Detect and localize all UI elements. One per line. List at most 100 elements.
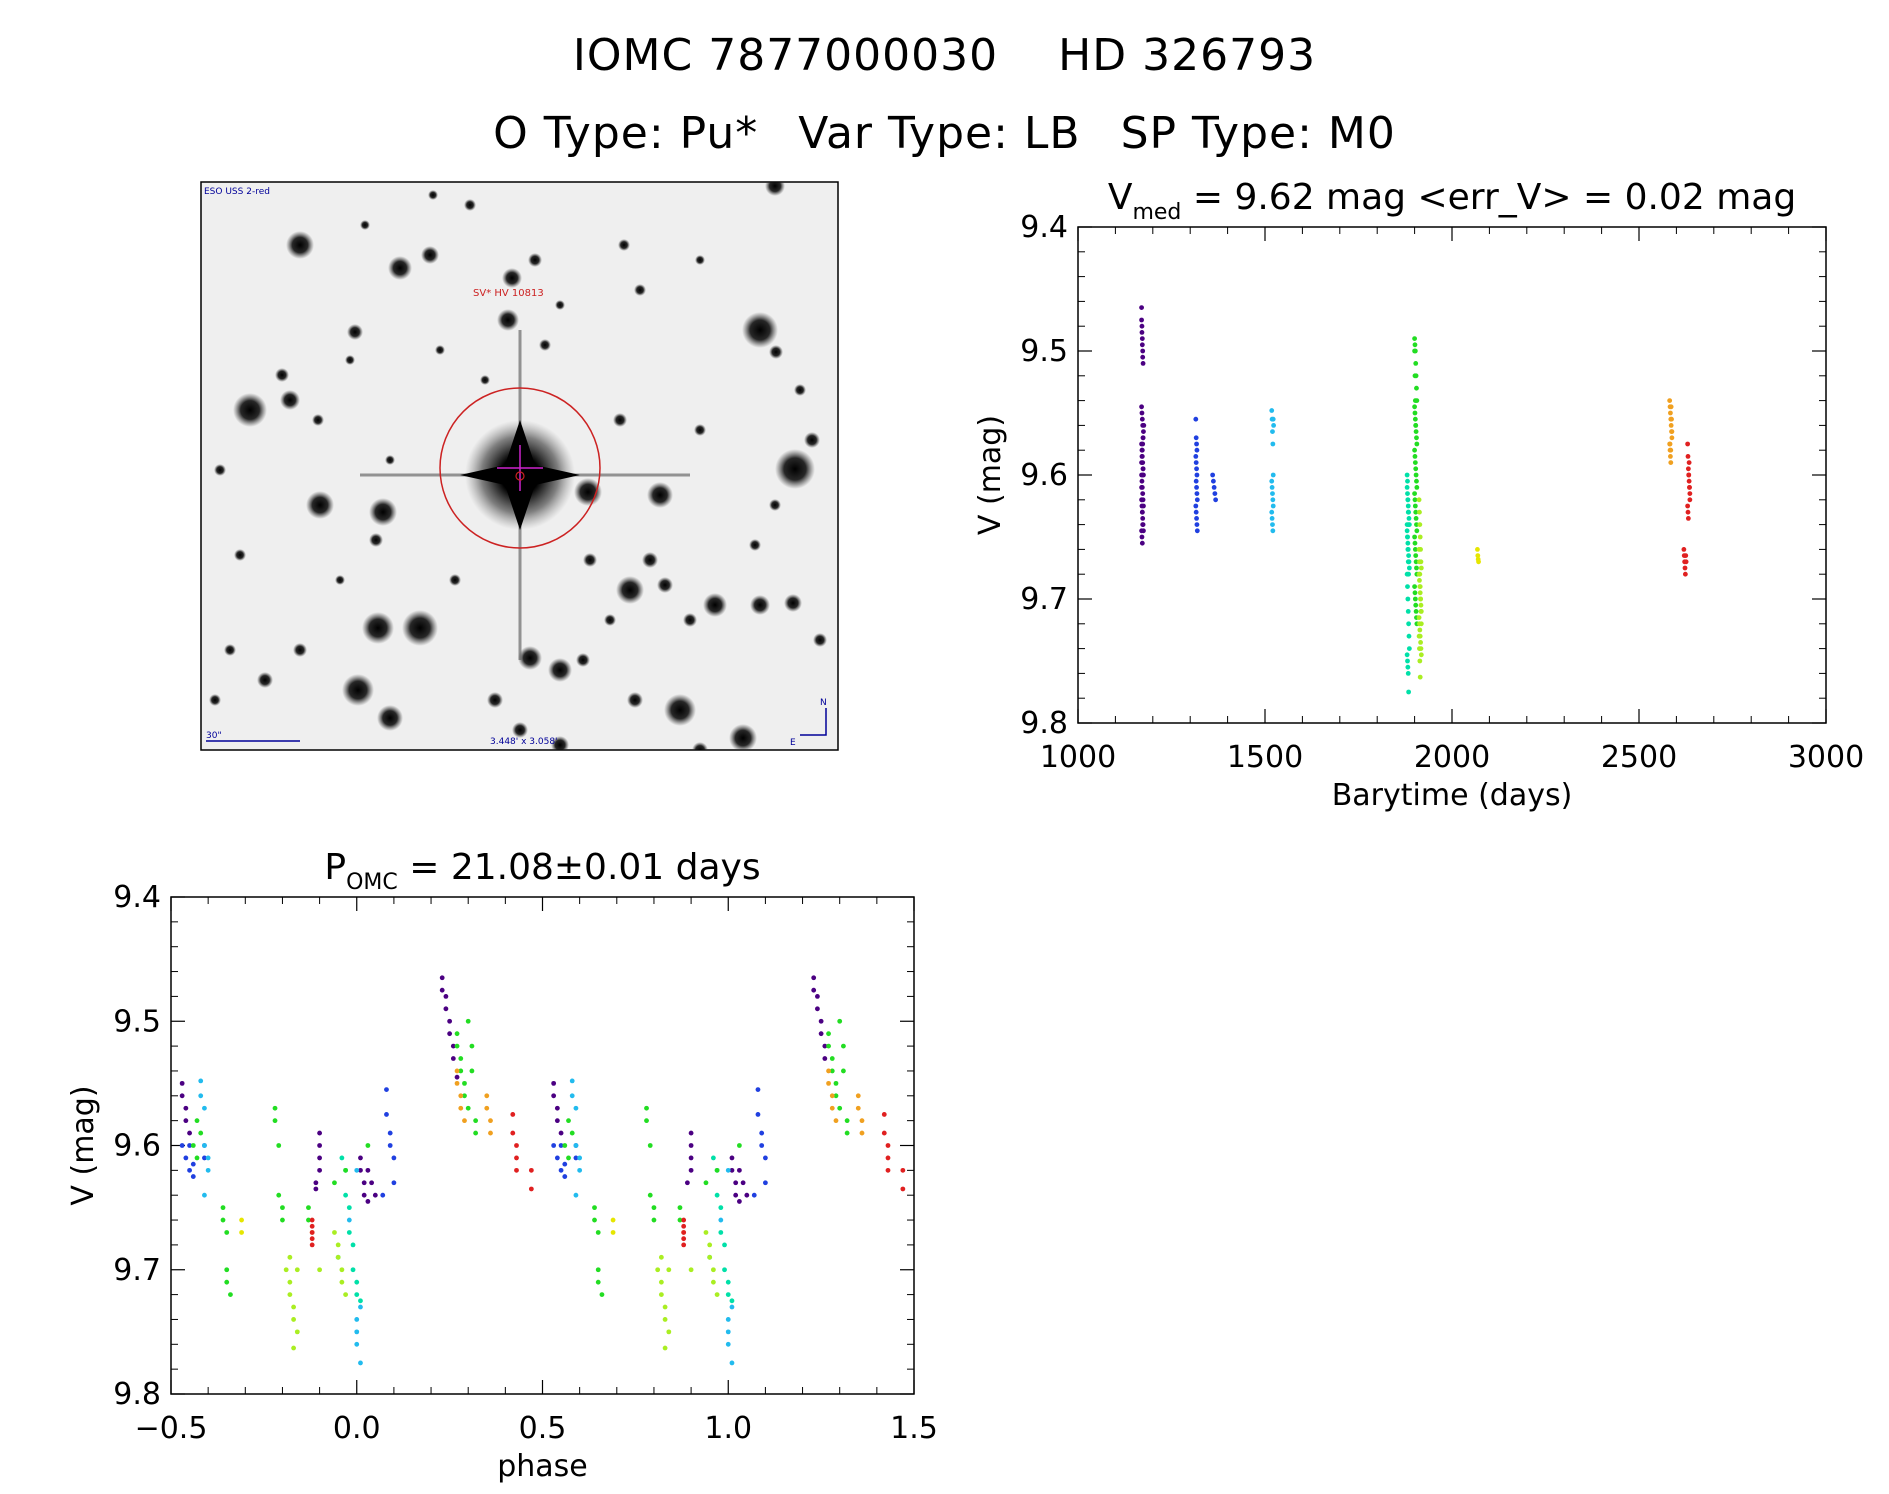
data-point bbox=[372, 1192, 378, 1198]
data-point bbox=[309, 1230, 315, 1235]
sky-star bbox=[769, 499, 781, 511]
data-point bbox=[725, 1317, 731, 1322]
sky-star bbox=[342, 674, 374, 706]
data-point bbox=[1416, 547, 1422, 552]
data-point bbox=[343, 1167, 349, 1173]
data-point bbox=[1139, 460, 1144, 465]
data-point bbox=[859, 1130, 865, 1136]
data-point bbox=[272, 1118, 278, 1124]
sky-star bbox=[616, 576, 644, 604]
data-point bbox=[573, 1143, 579, 1148]
data-point bbox=[447, 1018, 453, 1024]
sky-star bbox=[224, 644, 236, 656]
sky-star bbox=[385, 455, 395, 465]
data-point bbox=[179, 1143, 185, 1148]
data-point bbox=[755, 1112, 761, 1117]
sky-star bbox=[428, 190, 438, 200]
data-point bbox=[1416, 615, 1422, 620]
data-point bbox=[569, 1078, 575, 1084]
data-point bbox=[462, 1093, 467, 1099]
data-point bbox=[1412, 410, 1418, 416]
data-point bbox=[198, 1078, 204, 1084]
data-point bbox=[811, 975, 817, 981]
data-point bbox=[1412, 547, 1418, 552]
data-point bbox=[1417, 621, 1422, 627]
data-point bbox=[220, 1205, 226, 1211]
data-point bbox=[722, 1267, 727, 1273]
data-point bbox=[1406, 621, 1412, 627]
data-point bbox=[1139, 416, 1145, 422]
data-point bbox=[306, 1217, 311, 1223]
data-point bbox=[454, 1031, 460, 1037]
data-point bbox=[1686, 472, 1692, 478]
sky-star bbox=[695, 255, 705, 265]
data-point bbox=[1414, 565, 1419, 571]
data-point bbox=[1140, 516, 1146, 521]
data-point bbox=[1686, 478, 1692, 484]
sky-star bbox=[683, 613, 697, 627]
data-point bbox=[1413, 559, 1419, 565]
data-point bbox=[187, 1143, 192, 1148]
data-point bbox=[1404, 522, 1410, 527]
data-point bbox=[361, 1192, 367, 1198]
data-point bbox=[1269, 408, 1275, 413]
data-point bbox=[829, 1093, 835, 1099]
data-point bbox=[729, 1167, 735, 1173]
data-point bbox=[1412, 447, 1417, 453]
target-circle bbox=[439, 387, 601, 549]
data-point bbox=[1405, 547, 1411, 552]
data-point bbox=[291, 1345, 296, 1351]
data-series bbox=[1681, 441, 1693, 577]
data-point bbox=[666, 1329, 672, 1335]
data-point bbox=[681, 1236, 687, 1242]
data-point bbox=[1194, 491, 1200, 496]
data-point bbox=[317, 1155, 322, 1161]
data-point bbox=[707, 1254, 713, 1260]
data-point bbox=[1412, 460, 1418, 465]
data-point bbox=[1139, 478, 1145, 484]
data-point bbox=[1405, 671, 1411, 676]
data-point bbox=[733, 1192, 739, 1198]
title-subscript: OMC bbox=[346, 870, 398, 895]
data-point bbox=[1682, 559, 1688, 565]
data-point bbox=[528, 1186, 534, 1192]
data-point bbox=[833, 1093, 839, 1099]
data-point bbox=[1404, 485, 1410, 490]
sky-star bbox=[369, 533, 383, 547]
data-point bbox=[710, 1279, 716, 1285]
data-point bbox=[714, 1167, 720, 1173]
data-point bbox=[1417, 522, 1423, 527]
data-point bbox=[1418, 565, 1424, 571]
data-point bbox=[1210, 478, 1216, 484]
data-point bbox=[707, 1254, 713, 1260]
data-point bbox=[384, 1112, 389, 1117]
data-point bbox=[1418, 609, 1424, 614]
data-point bbox=[1139, 447, 1145, 453]
data-point bbox=[573, 1143, 579, 1148]
data-point bbox=[528, 1167, 534, 1173]
data-point bbox=[1417, 571, 1423, 577]
data-point bbox=[443, 994, 449, 999]
data-point bbox=[1668, 416, 1674, 422]
data-point bbox=[1210, 472, 1216, 478]
sky-star bbox=[528, 253, 542, 267]
data-series bbox=[1193, 416, 1219, 534]
sky-star bbox=[627, 692, 643, 708]
data-point bbox=[343, 1167, 349, 1173]
data-point bbox=[343, 1292, 349, 1297]
sky-star bbox=[280, 390, 300, 410]
data-point bbox=[729, 1298, 735, 1304]
sky-star bbox=[742, 312, 778, 348]
data-point bbox=[1140, 466, 1146, 472]
data-point bbox=[179, 1093, 185, 1099]
sky-star bbox=[233, 393, 267, 427]
data-point bbox=[1405, 559, 1411, 565]
data-point bbox=[291, 1317, 296, 1322]
data-point bbox=[1418, 640, 1423, 645]
data-point bbox=[339, 1279, 345, 1285]
data-point bbox=[458, 1068, 464, 1074]
data-point bbox=[1139, 528, 1144, 534]
sky-star bbox=[551, 736, 569, 750]
title-rest: = 21.08±0.01 days bbox=[398, 847, 761, 888]
data-point bbox=[1413, 466, 1419, 472]
